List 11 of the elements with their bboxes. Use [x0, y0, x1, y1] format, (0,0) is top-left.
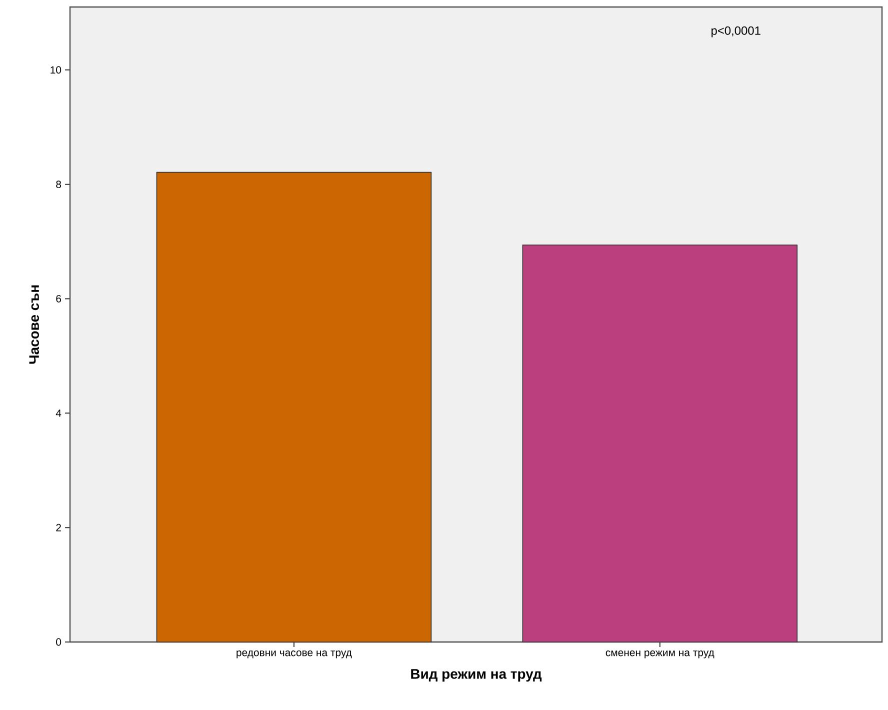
- y-tick-label: 0: [56, 638, 62, 646]
- y-tick-label: 8: [56, 180, 62, 188]
- y-axis-title: Часове сън: [29, 285, 40, 364]
- annotation: p<0,0001: [712, 26, 760, 38]
- x-axis-title: Вид режим на труд: [411, 669, 542, 682]
- y-tick-label: 4: [56, 410, 62, 417]
- y-tick-label: 6: [56, 295, 62, 302]
- x-tick-label: сменен режим на труд: [606, 650, 714, 658]
- x-tick-label: редовни часове на труд: [236, 650, 352, 658]
- y-tick-label: 2: [56, 524, 61, 532]
- y-tick-label: 10: [50, 66, 62, 74]
